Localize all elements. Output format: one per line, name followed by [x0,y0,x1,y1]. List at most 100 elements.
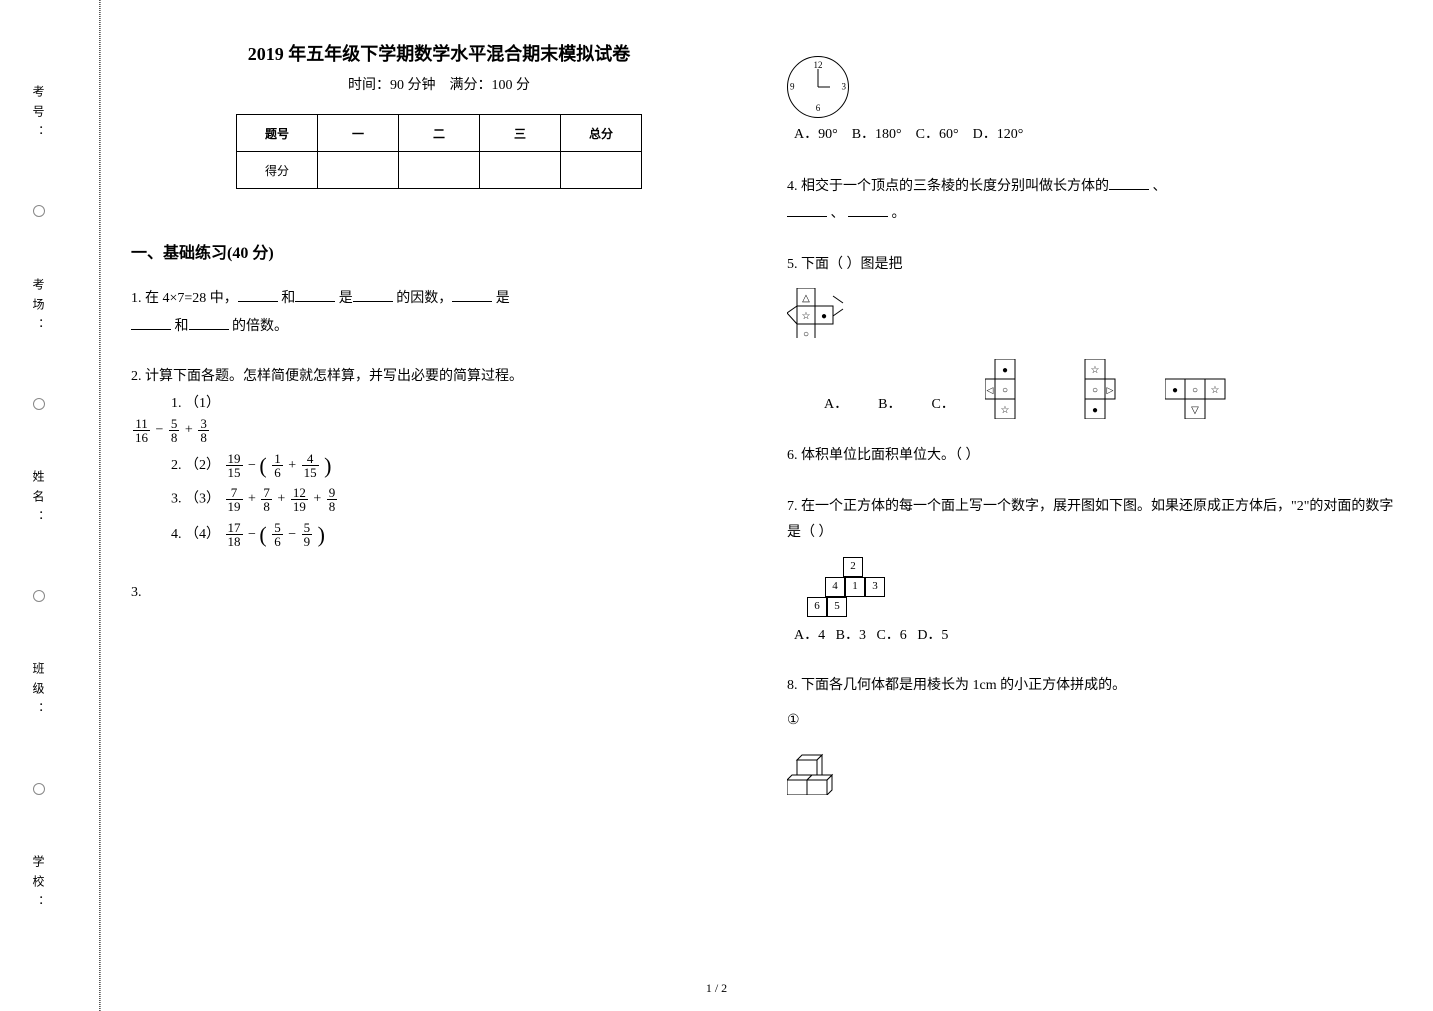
q2-item2-label: 2. （2） [171,458,220,473]
opt-c: C．60° [916,127,959,142]
q5-target-figure: △ ☆ ● ○ [787,288,1403,349]
svg-text:●: ● [1002,365,1008,376]
cell-1: 1 [845,577,865,597]
th-label: 题号 [237,115,318,152]
blank [295,285,335,302]
num: 7 [261,486,272,500]
th-2: 二 [399,115,480,152]
blank [787,200,827,217]
q2-stem: 2. 计算下面各题。怎样简便就怎样算，并写出必要的简算过程。 [131,369,523,384]
q5-options: A． B． C． ● ○ ◁ ☆ ☆ ○ ▷ ● [787,359,1403,419]
q2-item-4: 4. （4） 1718 − ( 56 − 59 ) [131,514,747,556]
cubes-icon [787,735,857,795]
th-3: 三 [480,115,561,152]
question-4: 4. 相交于一个顶点的三条棱的长度分别叫做长方体的 、 、 。 [787,173,1403,228]
question-2: 2. 计算下面各题。怎样简便就怎样算，并写出必要的简算过程。 1. （1） 11… [131,364,747,555]
time-text: 时间：90 分钟 [348,78,436,93]
blank [353,285,393,302]
opt-b: B．3 [836,628,866,643]
net-target-icon: △ ☆ ● ○ [787,288,857,338]
q3-options: A．90° B．180° C．60° D．120° [787,122,1403,149]
q5-text: 5. 下面（ ）图是把 [787,257,903,272]
question-5: 5. 下面（ ）图是把 △ ☆ ● ○ A． [787,252,1403,419]
q1-b: 和 [281,291,295,306]
num: 5 [272,521,283,535]
svg-text:☆: ☆ [802,311,811,322]
svg-text:▽: ▽ [1191,405,1199,416]
clock-icon: 12 3 6 9 [787,56,849,118]
q2-item-3: 3. （3） 719 + 78 + 1219 + 98 [131,486,747,513]
opt-d: D．120° [973,127,1024,142]
column-right: 12 3 6 9 A．90° B．180° C．60° D．120° [787,40,1403,991]
q2-item-2: 2. （2） 1915 − ( 16 + 415 ) [131,445,747,487]
cube-option-icon: ● ○ ◁ ☆ [985,359,1045,419]
content-columns: 2019 年五年级下学期数学水平混合期末模拟试卷 时间：90 分钟 满分：100… [101,0,1433,1011]
cube-option-icon: ☆ ○ ▷ ● [1075,359,1135,419]
q2-expr-1: 1116 − 58 + 38 [131,417,747,444]
opt-d: D．5 [917,628,948,643]
den: 6 [272,466,283,479]
th-1: 一 [318,115,399,152]
opt-a: A．90° [794,127,838,142]
svg-text:☆: ☆ [1000,405,1009,416]
svg-text:○: ○ [1002,385,1008,396]
td-blank [561,152,642,189]
svg-text:○: ○ [1092,385,1098,396]
den: 6 [272,535,283,548]
opt-b: B． [878,392,901,419]
svg-text:◁: ◁ [986,385,993,395]
q1-g: 的倍数。 [232,319,288,334]
q8-text: 8. 下面各几何体都是用棱长为 1cm 的小正方体拼成的。 [787,678,1126,693]
gutter-labels: 学校： 班级： 姓名： 考场： 考号： [30,50,47,950]
cube-option-icon: ● ○ ▽ ☆ [1165,369,1245,419]
den: 16 [133,431,150,444]
svg-text:●: ● [1172,385,1178,396]
blank [452,285,492,302]
q1-f: 和 [175,319,189,334]
exam-title: 2019 年五年级下学期数学水平混合期末模拟试卷 [131,40,747,66]
svg-text:▷: ▷ [1106,385,1113,395]
svg-text:○: ○ [803,329,809,338]
opt-a: A． [824,392,848,419]
cell-4: 4 [825,577,845,597]
td-blank [399,152,480,189]
num: 19 [226,452,243,466]
num: 17 [226,521,243,535]
section-1-heading: 一、基础练习(40 分) [131,239,747,263]
gutter-circle [33,783,45,795]
gutter-circle [33,590,45,602]
q1-c: 是 [339,291,353,306]
den: 9 [302,535,313,548]
exam-subtitle: 时间：90 分钟 满分：100 分 [131,74,747,94]
gutter-label-number: 考号： [30,85,47,145]
cell-6: 6 [807,597,827,617]
page-number: 1 / 2 [706,981,727,996]
opt-c: C． [931,392,954,419]
q8-figure: ① [787,708,1403,805]
svg-text:☆: ☆ [1210,385,1219,396]
q8-label-1: ① [787,713,800,728]
q1-a: 1. 在 4×7=28 中， [131,291,238,306]
svg-text:●: ● [1092,405,1098,416]
q3-label: 3. [131,585,142,600]
question-3-figure: 12 3 6 9 A．90° B．180° C．60° D．120° [787,52,1403,149]
den: 8 [327,500,338,513]
q1-e: 是 [496,291,510,306]
gutter-circle [33,205,45,217]
q7-text: 7. 在一个正方体的每一个面上写一个数字，展开图如下图。如果还原成正方体后，"2… [787,499,1393,541]
td-label: 得分 [237,152,318,189]
score-table: 题号 一 二 三 总分 得分 [236,114,642,189]
exam-page: 学校： 班级： 姓名： 考场： 考号： 2019 年五年级下学期数学水平混合期末… [0,0,1433,1011]
question-8: 8. 下面各几何体都是用棱长为 1cm 的小正方体拼成的。 ① [787,673,1403,805]
cell-5: 5 [827,597,847,617]
blank [848,200,888,217]
seal-line [99,0,100,1011]
q4-a: 4. 相交于一个顶点的三条棱的长度分别叫做长方体的 [787,179,1109,194]
q7-options: A．4 B．3 C．6 D．5 [787,623,1403,650]
den: 8 [261,500,272,513]
opt-c: C．6 [876,628,906,643]
binding-gutter: 学校： 班级： 姓名： 考场： 考号： [0,0,101,1011]
q1-d: 的因数， [396,291,452,306]
den: 8 [198,431,209,444]
question-6: 6. 体积单位比面积单位大。（ ） [787,443,1403,470]
